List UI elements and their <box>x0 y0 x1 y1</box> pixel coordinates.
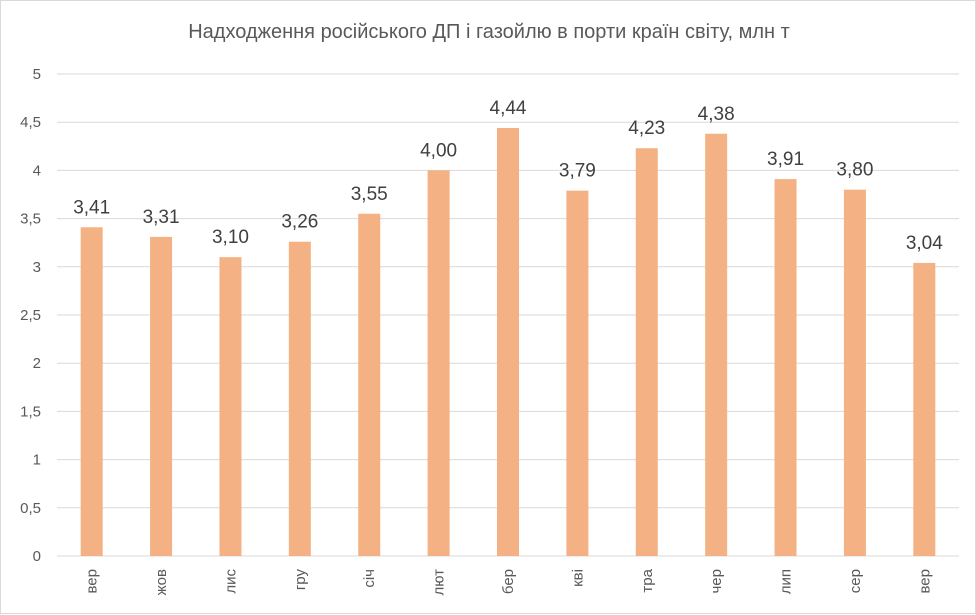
y-tick-label: 2,5 <box>20 307 41 324</box>
data-label: 3,10 <box>212 227 249 248</box>
data-label: 3,04 <box>906 233 943 254</box>
x-tick-label: тра <box>639 568 656 592</box>
chart-title: Надходження російського ДП і газойлю в п… <box>188 21 790 43</box>
bar <box>705 133 728 556</box>
bar <box>774 179 797 557</box>
x-tick-label: вер <box>84 569 101 594</box>
bar <box>80 227 103 556</box>
bar <box>497 127 519 556</box>
bar <box>219 257 242 556</box>
y-tick-label: 3,5 <box>20 211 41 228</box>
y-tick-label: 1 <box>33 452 41 469</box>
data-label: 3,31 <box>143 207 180 228</box>
y-tick-label: 2 <box>33 355 41 372</box>
y-tick-label: 1,5 <box>20 403 41 420</box>
data-label: 3,80 <box>836 160 873 181</box>
bar <box>566 190 589 557</box>
y-tick-label: 3 <box>33 259 41 276</box>
bar <box>913 262 936 556</box>
x-tick-label: лют <box>431 569 448 596</box>
x-tick-label: лис <box>222 569 239 594</box>
bar <box>843 189 866 556</box>
x-tick-label: гру <box>292 569 309 591</box>
data-label: 4,44 <box>490 98 527 119</box>
x-tick-label: бер <box>500 569 517 594</box>
bar <box>288 241 311 556</box>
x-tick-label: лип <box>778 569 795 594</box>
data-label: 4,23 <box>628 118 665 139</box>
y-tick-label: 5 <box>33 66 41 83</box>
data-label: 3,79 <box>559 161 596 182</box>
x-tick-label: січ <box>361 569 378 588</box>
x-tick-label: чер <box>708 569 725 594</box>
data-label: 3,41 <box>73 197 110 218</box>
bar <box>635 148 658 556</box>
y-tick-label: 0 <box>33 548 41 565</box>
y-tick-label: 4,5 <box>20 114 41 131</box>
bar <box>150 236 173 556</box>
y-tick-label: 0,5 <box>20 500 41 517</box>
data-label: 3,55 <box>351 184 388 205</box>
x-tick-label: сер <box>847 569 864 593</box>
data-label: 4,00 <box>420 140 457 161</box>
bar <box>358 213 381 556</box>
data-label: 3,26 <box>281 212 318 233</box>
y-tick-label: 4 <box>33 162 41 179</box>
data-label: 3,91 <box>767 149 804 170</box>
x-tick-label: кві <box>569 569 586 587</box>
data-label: 4,38 <box>698 104 735 125</box>
bar <box>427 170 450 556</box>
x-tick-label: жов <box>153 569 170 595</box>
x-tick-label: вер <box>916 569 933 594</box>
